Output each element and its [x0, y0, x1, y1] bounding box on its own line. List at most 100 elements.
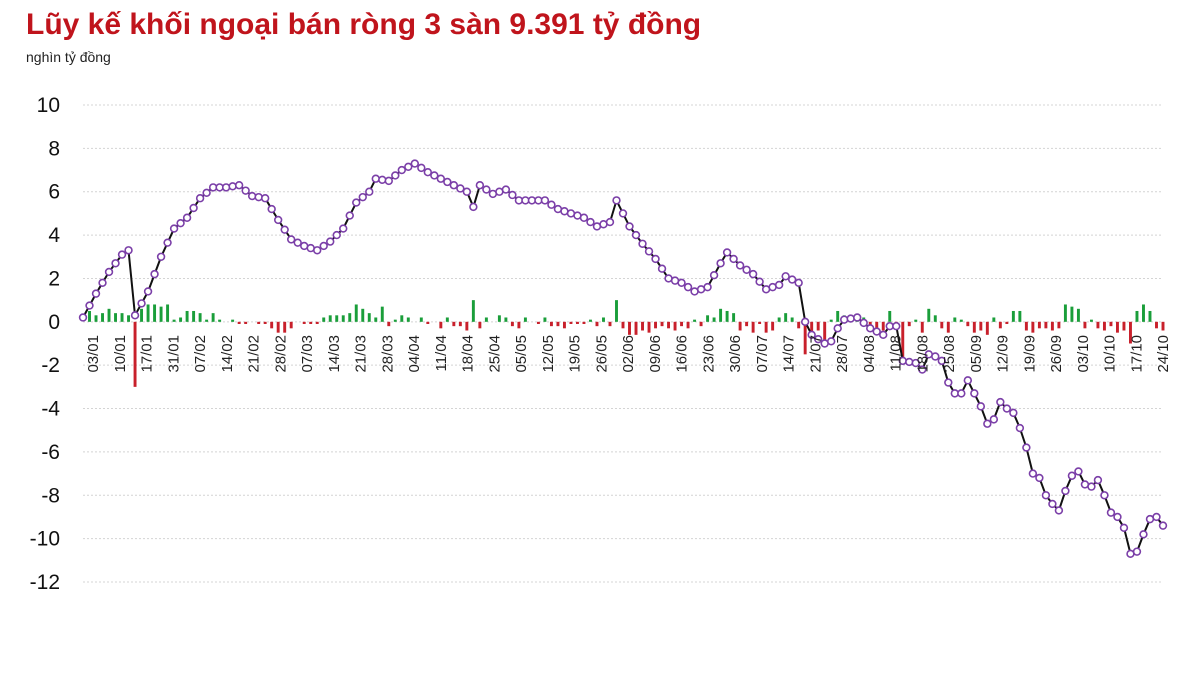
cumulative-point: [755, 277, 764, 286]
cumulative-point: [742, 265, 751, 274]
daily-net-bar: [1135, 310, 1139, 322]
daily-net-bar: [790, 317, 794, 322]
y-tick-labels: 10 8 6 4 2 0 -2 -4 -6 -8 -10 -12: [30, 94, 61, 594]
daily-net-bar: [237, 321, 241, 324]
cumulative-point: [352, 198, 361, 207]
daily-net-bar: [88, 310, 91, 322]
x-tick-label: 18/08: [914, 335, 931, 373]
y-tick-label: -4: [41, 398, 60, 421]
daily-net-bar: [667, 321, 671, 329]
cumulative-point: [644, 247, 654, 256]
cumulative-point: [150, 269, 159, 279]
cumulative-point: [787, 275, 797, 284]
cumulative-point: [735, 261, 745, 270]
cumulative-point: [729, 254, 738, 264]
daily-net-bar: [615, 300, 618, 322]
cumulative-point: [378, 175, 387, 185]
x-tick-label: 14/02: [219, 335, 236, 373]
daily-net-bar: [946, 321, 950, 333]
chart-title: Lũy kế khối ngoại bán ròng 3 sàn 9.391 t…: [26, 8, 702, 41]
daily-net-bar: [315, 321, 319, 324]
daily-net-bar: [1129, 321, 1132, 344]
daily-net-bar: [719, 308, 723, 322]
cumulative-point: [683, 282, 693, 292]
cumulative-point: [1106, 508, 1116, 517]
x-tick-label: 12/05: [540, 335, 557, 373]
cumulative-point: [443, 177, 452, 187]
cumulative-point: [365, 187, 374, 196]
cumulative-point: [853, 313, 862, 322]
daily-net-bar: [380, 306, 384, 322]
cumulative-point: [996, 397, 1005, 407]
daily-net-bar: [1122, 321, 1126, 331]
x-tick-label: 30/06: [727, 335, 744, 373]
cumulative-point: [833, 324, 842, 333]
cumulative-point: [872, 327, 881, 336]
cumulative-point: [404, 162, 413, 171]
y-tick-label: -6: [41, 441, 60, 464]
daily-net-bar: [510, 321, 514, 327]
daily-net-bar: [231, 319, 235, 322]
y-tick-label: 2: [48, 267, 60, 290]
x-tick-label: 19/09: [1021, 335, 1038, 373]
daily-net-bar: [959, 319, 963, 322]
cumulative-point: [944, 378, 953, 387]
cumulative-point: [651, 254, 660, 264]
cumulative-point: [807, 330, 816, 340]
cumulative-point: [371, 174, 380, 183]
daily-net-bar: [166, 304, 170, 322]
x-tick-label: 17/10: [1128, 335, 1145, 373]
daily-net-bar: [602, 317, 605, 322]
x-tick-label: 18/04: [460, 335, 477, 373]
daily-net-bar: [140, 308, 144, 322]
cumulative-point: [221, 183, 231, 192]
daily-net-bar: [478, 321, 482, 329]
daily-net-bar: [367, 313, 371, 322]
x-tick-label: 07/07: [754, 335, 771, 373]
cumulative-point: [657, 264, 667, 273]
daily-net-bar: [1011, 310, 1015, 322]
daily-net-bar: [758, 321, 762, 324]
x-tick-label: 04/08: [861, 335, 878, 373]
cumulative-point: [892, 321, 901, 331]
cumulative-point: [410, 159, 420, 168]
daily-net-bar: [1102, 321, 1106, 331]
daily-net-bar: [159, 306, 163, 322]
x-tick-label: 24/10: [1155, 335, 1172, 373]
x-tick-label: 07/02: [192, 335, 209, 373]
cumulative-point: [1035, 473, 1044, 483]
cumulative-point: [202, 188, 211, 198]
daily-net-bar: [283, 321, 287, 333]
cumulative-point: [1028, 469, 1038, 478]
cumulative-point: [260, 194, 270, 203]
daily-net-bar: [654, 321, 657, 329]
x-tick-label: 17/01: [139, 335, 156, 373]
daily-net-bar: [523, 317, 527, 322]
daily-net-bar: [641, 321, 644, 331]
cumulative-point: [1002, 404, 1012, 413]
daily-net-bar: [146, 304, 150, 322]
cumulative-point: [846, 314, 855, 323]
daily-net-bar: [1037, 321, 1041, 329]
x-tick-label: 25/08: [941, 335, 958, 373]
x-tick-label: 12/09: [995, 335, 1012, 373]
daily-net-bar: [927, 308, 931, 322]
cumulative-point: [332, 230, 341, 240]
cumulative-point: [931, 352, 940, 361]
daily-net-bar: [901, 321, 905, 361]
y-tick-label: 6: [48, 181, 60, 204]
daily-net-bar: [725, 310, 729, 322]
daily-net-bar: [966, 321, 970, 327]
daily-net-bar: [985, 321, 989, 335]
cumulative-point: [189, 203, 198, 213]
daily-net-bar: [1024, 321, 1028, 331]
cumulative-point: [937, 356, 946, 366]
daily-net-bar: [1096, 321, 1100, 329]
daily-net-bar: [179, 317, 183, 322]
y-tick-label: 8: [48, 137, 60, 160]
cumulative-point: [286, 235, 296, 244]
cumulative-point: [957, 389, 966, 398]
daily-net-bar: [114, 313, 117, 322]
cumulative-point: [1015, 423, 1025, 433]
daily-net-bar: [471, 300, 475, 322]
